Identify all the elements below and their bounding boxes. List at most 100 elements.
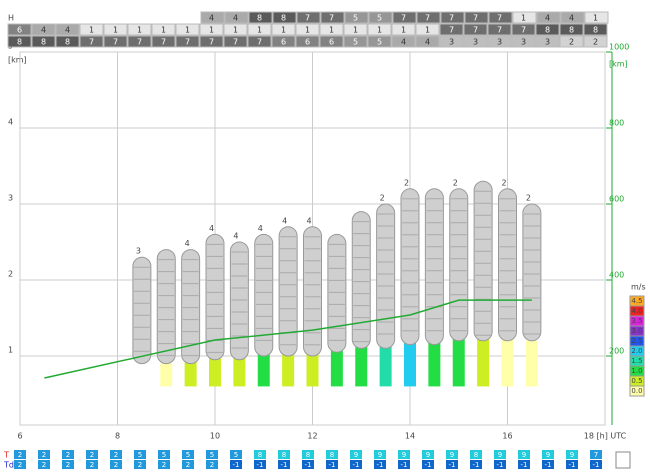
cloud-value: 7 (497, 26, 502, 35)
scale-label: 1.0 (631, 367, 642, 375)
cloud-cell (31, 35, 56, 48)
cumulus (278, 226, 298, 357)
cumulus-column (376, 203, 396, 349)
y2-tick-label: 800 (609, 119, 624, 128)
cloud-value: 1 (305, 26, 310, 35)
cloud-cell (391, 35, 416, 48)
td-value: -1 (449, 461, 456, 469)
cloud-number: 4 (233, 232, 238, 241)
cloud-number: 2 (380, 194, 385, 203)
cloud-number: 4 (209, 224, 214, 233)
cloud-cell (55, 23, 80, 36)
cumulus (473, 180, 493, 342)
td-value: 2 (42, 461, 46, 469)
cloud-value: 7 (233, 38, 238, 47)
y2-tick-label: 600 (609, 195, 624, 204)
cloud-cell (79, 23, 104, 36)
spin-box[interactable] (615, 451, 631, 469)
cloud-cell (319, 35, 344, 48)
cloud-cell (440, 11, 465, 24)
t-value: 9 (498, 451, 502, 459)
cloud-value: 1 (161, 26, 166, 35)
td-value: -1 (353, 461, 360, 469)
t-value: 5 (162, 451, 166, 459)
cumulus-column (156, 249, 176, 365)
cloud-value: 1 (425, 26, 430, 35)
td-value: -1 (329, 461, 336, 469)
cloud-value: 6 (305, 38, 310, 47)
cumulus-column (303, 226, 322, 357)
cloud-value: 5 (377, 14, 382, 23)
t-cell (374, 450, 386, 459)
td-value: -1 (257, 461, 264, 469)
cumulus-column (327, 233, 347, 353)
t-value: 9 (522, 451, 526, 459)
t-value: 9 (546, 451, 550, 459)
cloud-value: 4 (233, 14, 238, 23)
cloud-cell (224, 11, 249, 24)
cloud-value: 1 (521, 14, 526, 23)
td-value: 2 (186, 461, 190, 469)
cloud-cell (127, 35, 152, 48)
cloud-value: 7 (89, 38, 94, 47)
cumulus (229, 241, 249, 361)
cloud-number: 2 (404, 178, 409, 187)
cloud-value: 5 (353, 14, 358, 23)
cloud-cell (367, 35, 392, 48)
td-cell (350, 460, 362, 469)
t-value: 9 (570, 451, 574, 459)
cumulus (522, 203, 542, 342)
y-tick-label: 1 (8, 346, 13, 355)
cumulus-column (473, 180, 493, 342)
cloud-cell (175, 23, 200, 36)
cloud-cell (511, 23, 536, 36)
t-label: T (3, 451, 9, 460)
t-cell (158, 450, 170, 459)
cloud-cell (199, 35, 224, 48)
t-cell (566, 450, 578, 459)
cloud-cell (200, 11, 225, 24)
t-value: 8 (306, 451, 310, 459)
cloud-value: 7 (521, 26, 526, 35)
cloud-value: 4 (569, 14, 574, 23)
y-tick-label: 4 (8, 118, 13, 127)
t-cell (446, 450, 458, 459)
cloud-value: 7 (473, 14, 478, 23)
y-tick-label: 2 (8, 270, 13, 279)
cloud-value: 7 (257, 38, 262, 47)
cloud-cell (512, 11, 537, 24)
x-tick-label: 8 (115, 432, 120, 441)
cloud-value: 1 (185, 26, 190, 35)
cloud-value: 8 (281, 14, 286, 23)
y2-tick-label: 1000 (609, 43, 629, 52)
td-cell (518, 460, 530, 469)
cumulus (327, 233, 347, 353)
td-cell (422, 460, 434, 469)
t-value: 2 (90, 451, 94, 459)
cloud-value: 1 (353, 26, 358, 35)
y2-tick-label: 400 (609, 271, 624, 280)
cumulus (400, 188, 420, 346)
cloud-cell (127, 23, 152, 36)
t-value: 2 (114, 451, 118, 459)
cloud-number: 3 (136, 247, 141, 256)
cumulus (449, 188, 469, 342)
scale-label: 1.5 (631, 357, 642, 365)
t-cell (38, 450, 50, 459)
cloud-value: 4 (401, 38, 406, 47)
cloud-cell (535, 35, 560, 48)
cloud-value: 7 (305, 14, 310, 23)
t-cell (110, 450, 122, 459)
t-cell (422, 450, 434, 459)
cloud-value: 8 (593, 26, 598, 35)
t-value: 2 (18, 451, 22, 459)
td-cell (398, 460, 410, 469)
cloud-value: 6 (281, 38, 286, 47)
cloud-value: 7 (209, 38, 214, 47)
td-value: -1 (233, 461, 240, 469)
td-label: Td (3, 461, 14, 470)
t-value: 9 (426, 451, 430, 459)
y-tick-label: 3 (8, 194, 13, 203)
cloud-cell (151, 23, 176, 36)
t-value: 5 (186, 451, 190, 459)
